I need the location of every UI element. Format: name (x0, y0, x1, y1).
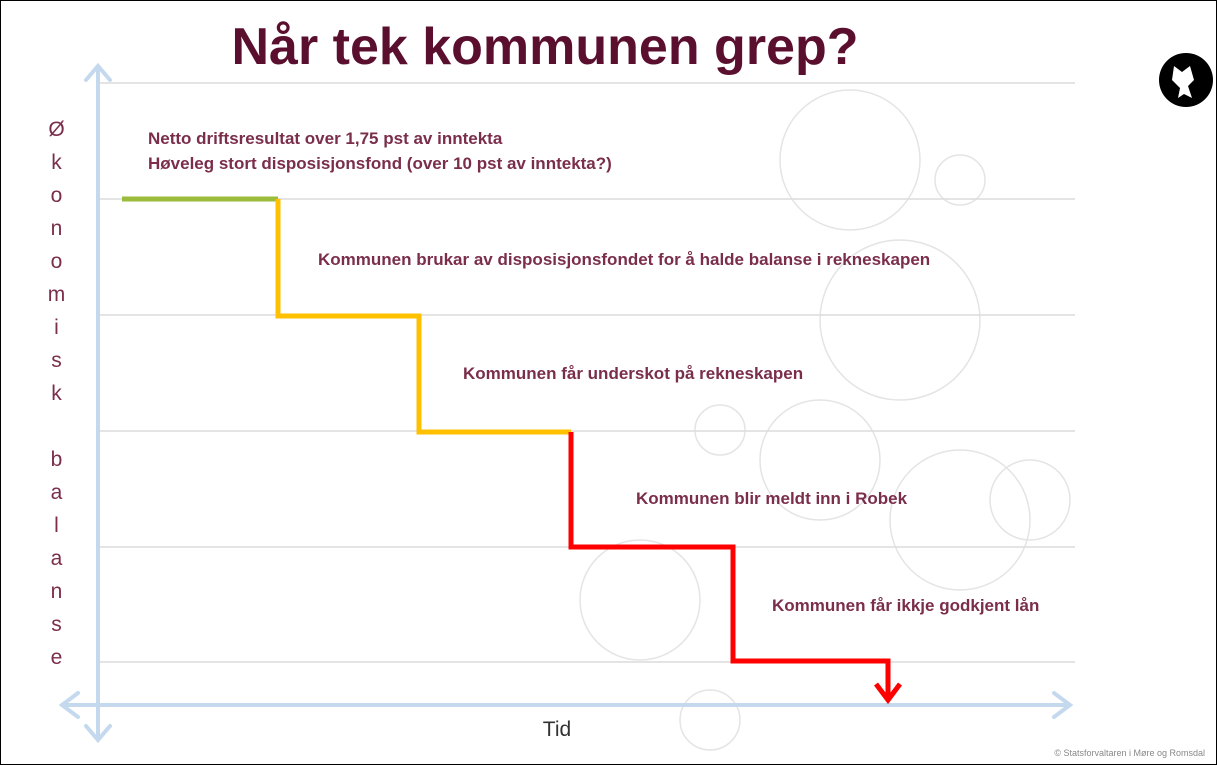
page: Når tek kommunen grep? Netto driftsresul… (0, 0, 1217, 765)
x-axis-label: Tid (543, 718, 571, 741)
stage-text: Netto driftsresultat over 1,75 pst av in… (148, 129, 503, 148)
decoration (580, 90, 1070, 750)
title: Når tek kommunen grep? (231, 18, 858, 76)
stage-text: Høveleg stort disposisjonsfond (over 10 … (148, 154, 612, 173)
footer: © Statsforvaltaren i Møre og Romsdal (1054, 748, 1205, 758)
y-axis-label: Økonomisk balanse (44, 118, 68, 679)
step-line (122, 199, 900, 700)
logo (1159, 53, 1213, 107)
stage-text: Kommunen får ikkje godkjent lån (772, 596, 1039, 615)
stage-text: Kommunen blir meldt inn i Robek (636, 489, 908, 508)
stage-text: Kommunen brukar av disposisjonsfondet fo… (318, 250, 930, 269)
stage-text: Kommunen får underskot på rekneskapen (463, 364, 803, 383)
slide: Når tek kommunen grep? Netto driftsresul… (0, 0, 1217, 765)
